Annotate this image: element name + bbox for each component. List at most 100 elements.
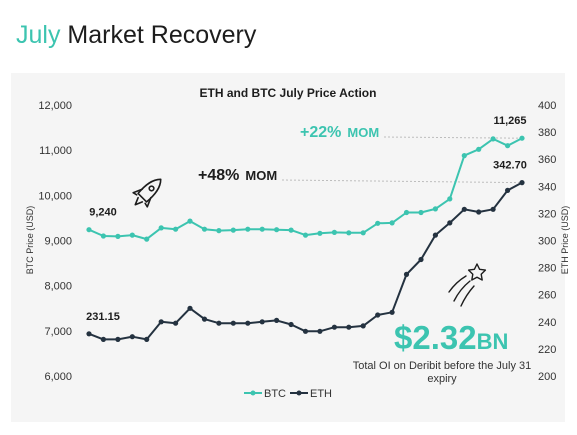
right-tick-label: 220 xyxy=(538,344,556,356)
eth-point xyxy=(432,232,438,238)
btc-point xyxy=(346,230,352,236)
btc-point xyxy=(389,220,395,226)
eth-point xyxy=(245,320,251,326)
svg-text:+48%MOM: +48% MOM xyxy=(198,167,277,184)
eth-point xyxy=(519,180,525,186)
btc-point xyxy=(86,227,92,233)
eth-end-label: 342.70 xyxy=(493,160,527,172)
oi-stat: $2.32BN xyxy=(394,319,508,356)
right-tick-label: 280 xyxy=(538,263,556,275)
page-title-accent: July xyxy=(16,21,61,49)
right-axis-title: ETH Price (USD) xyxy=(560,206,570,275)
btc-point xyxy=(173,226,179,232)
btc-point xyxy=(216,228,222,234)
right-tick-label: 300 xyxy=(538,236,556,248)
eth-point xyxy=(187,305,193,311)
eth-point xyxy=(144,336,150,342)
eth-point xyxy=(461,206,467,212)
eth-point xyxy=(317,328,323,334)
right-tick-label: 320 xyxy=(538,208,556,220)
btc-change-suffix: MOM xyxy=(347,125,379,140)
btc-point xyxy=(115,233,121,239)
left-tick-label: 10,000 xyxy=(38,190,72,202)
right-tick-label: 380 xyxy=(538,127,556,139)
btc-end-label: 11,265 xyxy=(493,115,526,127)
btc-point xyxy=(201,226,208,232)
btc-change-value: +22% xyxy=(300,124,341,141)
legend-eth-marker xyxy=(296,390,302,396)
btc-point xyxy=(259,226,265,232)
chart-panel xyxy=(11,73,565,422)
legend: BTC ETH xyxy=(244,388,332,400)
btc-point xyxy=(245,226,251,232)
shooting-star-icon xyxy=(448,263,487,307)
btc-point xyxy=(144,236,150,242)
eth-point xyxy=(158,319,164,325)
eth-point xyxy=(447,220,453,226)
eth-point xyxy=(216,320,222,326)
btc-point xyxy=(505,143,511,149)
eth-point xyxy=(389,309,395,315)
right-tick-label: 240 xyxy=(538,317,556,329)
btc-point xyxy=(230,227,236,233)
legend-item-eth: ETH xyxy=(290,388,332,400)
eth-point xyxy=(230,320,236,326)
btc-point xyxy=(100,233,106,239)
eth-point xyxy=(173,320,179,326)
eth-point xyxy=(375,312,381,318)
eth-change-annotation: +48% MOM xyxy=(198,167,523,184)
eth-point xyxy=(331,324,337,330)
series-eth xyxy=(86,180,525,342)
right-tick-label: 260 xyxy=(538,290,556,302)
eth-leader-line xyxy=(281,179,523,184)
btc-point xyxy=(331,229,337,235)
eth-point xyxy=(86,331,92,337)
btc-point xyxy=(490,136,496,142)
eth-point xyxy=(505,187,511,193)
btc-point xyxy=(360,230,366,236)
oi-caption-line2: expiry xyxy=(427,373,457,385)
page-title-rest: Market Recovery xyxy=(60,21,257,49)
left-tick-label: 11,000 xyxy=(39,145,72,157)
btc-point xyxy=(129,232,135,238)
eth-point xyxy=(403,271,410,277)
btc-point xyxy=(302,232,309,238)
eth-point xyxy=(302,328,309,334)
btc-point xyxy=(158,225,164,231)
eth-point xyxy=(274,317,280,323)
legend-item-btc: BTC xyxy=(244,388,286,400)
btc-point xyxy=(519,135,525,141)
legend-btc-label: BTC xyxy=(264,388,286,400)
btc-point xyxy=(418,209,424,216)
btc-point xyxy=(432,206,438,212)
btc-leader-line xyxy=(383,136,523,139)
btc-point xyxy=(476,146,482,152)
btc-point xyxy=(274,227,280,233)
eth-point xyxy=(115,336,121,342)
left-tick-label: 9,000 xyxy=(44,236,72,248)
left-axis-title: BTC Price (USD) xyxy=(25,206,35,275)
eth-point xyxy=(288,321,294,328)
left-tick-label: 7,000 xyxy=(44,326,72,338)
eth-point xyxy=(259,319,265,325)
eth-start-label: 231.15 xyxy=(86,311,120,323)
btc-start-label: 9,240 xyxy=(89,207,117,219)
btc-point xyxy=(447,196,453,202)
eth-point xyxy=(360,323,366,329)
rocket-icon xyxy=(132,178,162,208)
eth-line xyxy=(88,181,523,341)
right-axis-ticks: 200 220 240 260 280 300 320 340 360 380 400 xyxy=(538,100,556,383)
right-tick-label: 360 xyxy=(538,154,556,166)
eth-point xyxy=(346,324,352,330)
right-tick-label: 400 xyxy=(538,100,556,112)
eth-point xyxy=(418,256,424,263)
btc-point xyxy=(288,227,294,233)
left-tick-label: 6,000 xyxy=(44,371,72,383)
eth-change-suffix: MOM xyxy=(245,168,277,183)
btc-point xyxy=(461,153,467,159)
eth-point xyxy=(201,316,208,322)
svg-text:+22%MOM: +22% MOM xyxy=(300,124,379,141)
left-tick-label: 12,000 xyxy=(38,100,72,112)
eth-point xyxy=(490,206,496,212)
page-title: July Market Recovery xyxy=(16,20,256,50)
